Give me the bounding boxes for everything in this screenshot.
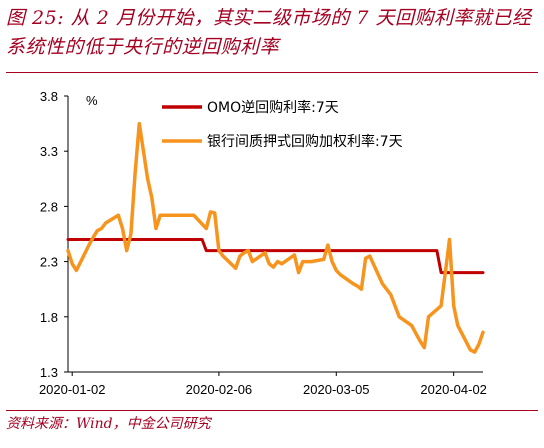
y-tick-label: 2.3	[40, 255, 58, 270]
y-axis-unit: %	[86, 93, 98, 108]
x-tick-label: 2020-04-02	[420, 382, 487, 397]
title-divider	[6, 72, 538, 73]
x-tick-label: 2020-01-02	[39, 382, 106, 397]
chart-series	[66, 121, 485, 354]
series-line-repo	[66, 121, 485, 354]
source-note: 资料来源：Wind，中金公司研究	[6, 416, 211, 432]
y-tick-label: 3.8	[40, 89, 58, 104]
y-tick-label: 1.8	[40, 310, 58, 325]
x-tick-label: 2020-03-05	[303, 382, 370, 397]
series-line-omo	[66, 238, 485, 275]
figure-title: 图 25: 从 2 月份开始，其实二级市场的 7 天回购利率就已经系统性的低于央…	[6, 7, 532, 58]
x-tick-label: 2020-02-06	[186, 382, 253, 397]
legend-label: OMO逆回购利率:7天	[207, 99, 339, 116]
legend-label: 银行间质押式回购加权利率:7天	[207, 133, 403, 150]
source-divider	[6, 410, 538, 411]
y-tick-label: 1.3	[40, 365, 58, 380]
y-tick-label: 2.8	[40, 199, 58, 214]
y-tick-label: 3.3	[40, 144, 58, 159]
chart-axes: 1.3 1.8 2.3 2.8 3.3 3.8 % 2020-01-02 2020-02-06 2…	[39, 89, 487, 397]
